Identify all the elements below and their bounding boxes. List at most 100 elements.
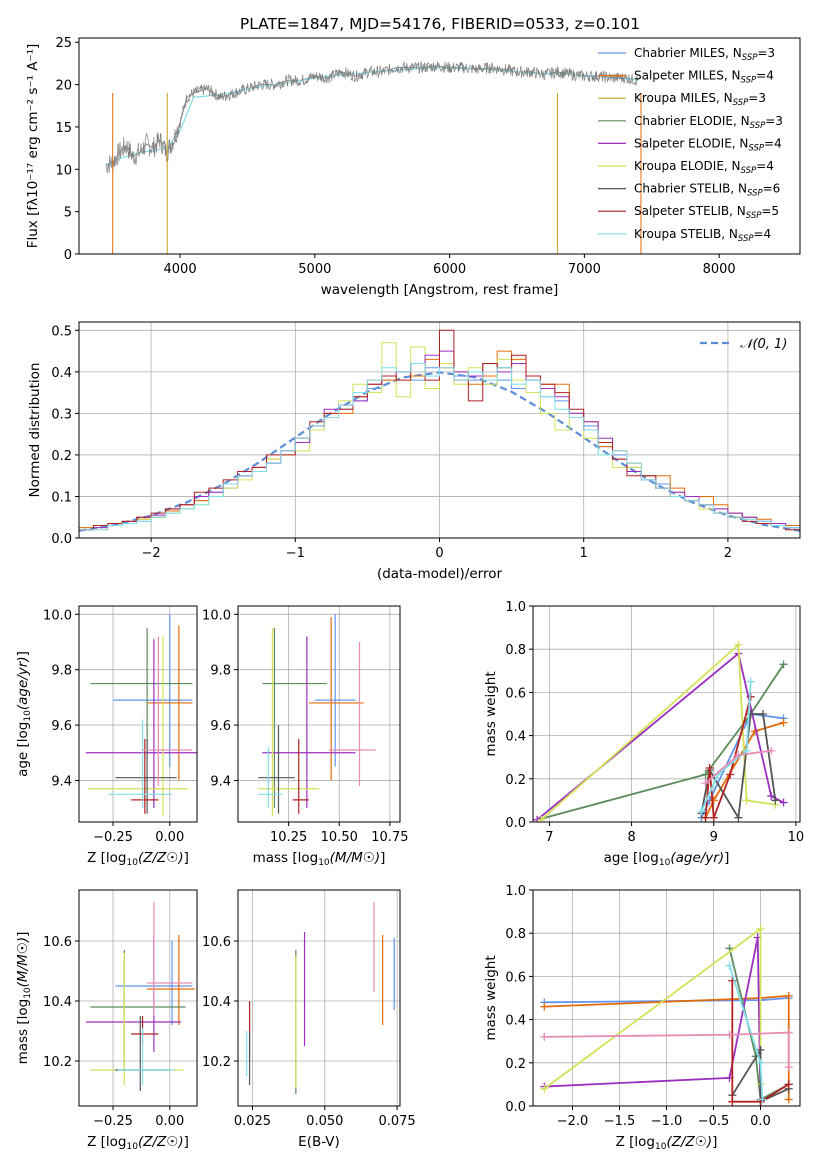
x-tick-label: −1.5 — [604, 1114, 636, 1129]
weight-marker — [759, 710, 768, 718]
y-tick-label: 0.8 — [505, 927, 526, 942]
x-axis-label: E(B-V) — [298, 1134, 340, 1150]
x-tick-label: 10.75 — [371, 830, 408, 845]
y-tick-label: 0 — [64, 248, 72, 263]
y-tick-label: 0.2 — [505, 773, 526, 788]
weight-marker — [784, 1028, 793, 1037]
x-tick-label: 5000 — [298, 262, 331, 277]
weight-line — [536, 651, 784, 821]
legend-label: Chabrier STELIB, NSSP=6 — [634, 182, 780, 199]
legend-label: Chabrier MILES, NSSP=3 — [634, 46, 775, 63]
x-tick-label: 7 — [545, 830, 553, 845]
chart-layer: Chabrier MILES, NSSP=3 Salpeter MILES, NS… — [15, 36, 804, 1152]
data-group — [246, 902, 395, 1094]
y-tick-label: 9.4 — [210, 774, 231, 789]
axes-frame — [532, 605, 801, 823]
x-tick-label: 10 — [788, 830, 805, 845]
y-tick-label: 0.5 — [51, 324, 72, 339]
y-axis-label: Normed distribution — [27, 363, 43, 498]
x-axis-label: wavelength [Angstrom, rest frame] — [321, 282, 559, 298]
data-spectrum-line — [105, 60, 639, 174]
weight-marker — [540, 1032, 549, 1041]
weight-marker — [734, 751, 743, 760]
y-tick-label: 10 — [55, 163, 72, 178]
weight-marker — [540, 1002, 549, 1011]
weight-line — [536, 663, 785, 821]
x-tick-label: 10.50 — [321, 830, 358, 845]
x-tick-label: 0.025 — [234, 1114, 271, 1129]
legend: 𝒩(0, 1) — [700, 337, 787, 352]
weight-marker — [767, 746, 776, 755]
legend-label: Kroupa STELIB, NSSP=4 — [634, 227, 771, 244]
y-tick-label: 25 — [55, 36, 72, 51]
weight-line — [544, 1031, 790, 1068]
y-axis-label: mass [log10(M/M☉)] — [15, 932, 33, 1065]
weight-marker — [705, 764, 714, 772]
weight-marker — [725, 961, 734, 970]
panel-age-vs-mass: 10.25 10.50 10.75 9.4 9.6 9.8 10.0 mass [log10(… — [202, 605, 408, 868]
x-tick-label: 0 — [435, 546, 443, 561]
y-tick-label: 0.8 — [505, 643, 526, 658]
panel-spectrum: Chabrier MILES, NSSP=3 Salpeter MILES, NS… — [25, 36, 801, 298]
weight-marker — [537, 815, 546, 822]
legend-label: Salpeter STELIB, NSSP=5 — [634, 204, 779, 221]
panel-age-vs-Z: −0.25 0.00 9.4 9.6 9.8 10.0 Z [log10(Z/Z☉)] age… — [15, 605, 198, 868]
x-axis-label: (data-model)/error — [377, 566, 503, 582]
x-tick-label: −1 — [286, 546, 305, 561]
weight-marker — [784, 991, 793, 1000]
weight-marker — [756, 1045, 765, 1054]
y-tick-label: 0.0 — [51, 532, 72, 547]
y-tick-label: 1.0 — [505, 600, 526, 615]
weight-marker — [784, 1063, 793, 1072]
panel-mass-weight-vs-age: 7 8 9 10 0.0 0.2 0.4 0.6 0.8 1.0 age [log10(age/yr… — [483, 600, 804, 868]
weight-marker — [746, 677, 755, 686]
data-group — [540, 924, 793, 1106]
panel-mass-weight-vs-Z: −2.0 −1.5 −1.0 −0.5 0.0 0.0 0.2 0.4 0.6 0.8 1.0 Z [… — [483, 884, 801, 1152]
weight-marker — [701, 779, 710, 788]
y-axis-label: Flux [fλ10⁻¹⁷ erg cm⁻² s⁻¹ A⁻¹] — [25, 44, 41, 249]
x-axis-label: Z [log10(Z/Z☉)] — [87, 1134, 189, 1152]
weight-marker — [771, 796, 780, 805]
y-axis-label: age [log10(age/yr)] — [15, 651, 33, 777]
x-tick-label: 0.00 — [155, 830, 184, 845]
y-tick-label: 15 — [55, 121, 72, 136]
data-group — [85, 614, 197, 817]
legend-label: Kroupa MILES, NSSP=3 — [634, 91, 766, 108]
x-tick-label: 0.075 — [378, 1114, 415, 1129]
y-tick-label: 10.2 — [43, 1055, 72, 1070]
x-tick-label: 2 — [724, 546, 732, 561]
weight-marker — [697, 807, 706, 816]
legend: Chabrier MILES, NSSP=3 Salpeter MILES, NS… — [598, 46, 783, 244]
weight-line — [731, 980, 790, 1103]
panel-residual-histogram: 𝒩(0, 1) −2 −1 0 1 2 0.0 0.1 0.2 0.3 0.4 0.5 (data-mo… — [27, 321, 801, 582]
weight-marker — [784, 1080, 793, 1089]
y-tick-label: 0.3 — [51, 407, 72, 422]
weight-line — [540, 642, 776, 821]
weight-marker — [709, 796, 718, 805]
data-group — [258, 614, 376, 817]
axes-frame — [237, 889, 401, 1107]
data-group — [85, 902, 195, 1091]
weight-line — [700, 681, 752, 812]
y-tick-label: 10.0 — [43, 608, 72, 623]
x-tick-label: −0.25 — [93, 830, 133, 845]
weight-marker — [779, 660, 788, 669]
weight-marker — [728, 1097, 737, 1106]
x-tick-label: −2 — [142, 546, 161, 561]
y-tick-label: 10.2 — [202, 1055, 231, 1070]
weight-marker — [756, 924, 765, 933]
y-tick-label: 10.4 — [202, 995, 231, 1010]
y-axis-label: mass weight — [483, 671, 499, 756]
weight-marker — [725, 1030, 734, 1039]
y-axis-label: mass weight — [483, 955, 499, 1040]
x-tick-label: −1.0 — [651, 1114, 683, 1129]
y-tick-label: 0.4 — [505, 1014, 526, 1029]
weight-marker — [701, 813, 710, 822]
y-tick-label: 9.8 — [51, 664, 72, 679]
axes-frame — [237, 605, 401, 823]
x-tick-label: −2.0 — [557, 1114, 589, 1129]
weight-marker — [779, 798, 788, 807]
weight-marker — [758, 1095, 767, 1104]
